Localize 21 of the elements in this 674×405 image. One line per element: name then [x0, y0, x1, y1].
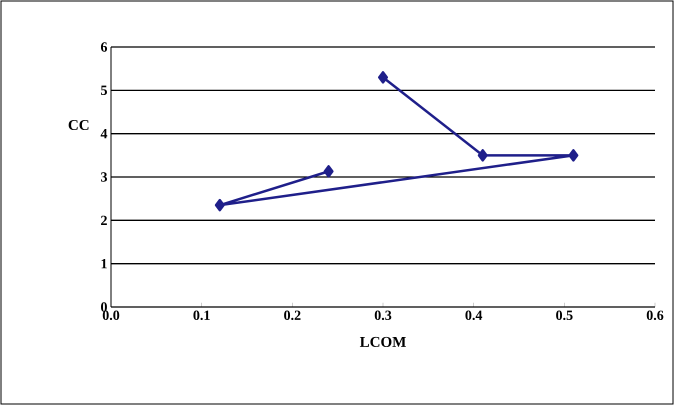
- y-tick-label: 4: [100, 129, 108, 138]
- y-tick-label: 2: [101, 216, 107, 225]
- y-axis-title: CC: [68, 120, 88, 130]
- point: [378, 71, 388, 84]
- x-tick-label: 0.0: [102, 310, 120, 320]
- x-tick-label: 0.1: [193, 310, 210, 320]
- y-tick-label: 5: [101, 86, 107, 95]
- x-tick-label: 0.5: [556, 310, 573, 320]
- y-tick-label: 6: [100, 42, 108, 52]
- point: [214, 198, 225, 212]
- y-tick-label: 0: [101, 302, 107, 312]
- x-tick-label: 0.2: [284, 310, 300, 320]
- point: [324, 165, 334, 178]
- y-tick-label: 1: [102, 259, 107, 268]
- x-tick-label: 0.6: [646, 310, 664, 320]
- point: [478, 149, 488, 162]
- x-axis-title: LCOM: [360, 336, 406, 347]
- x-tick-label: 0.4: [465, 310, 482, 320]
- y-tick-label: 3: [101, 172, 107, 182]
- point: [568, 149, 578, 162]
- x-tick-label: 0.3: [374, 310, 392, 320]
